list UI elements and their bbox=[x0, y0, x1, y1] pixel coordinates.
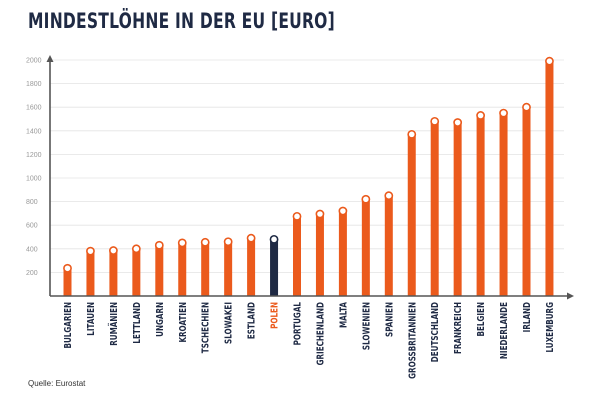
x-tick-label: SLOWAKEI bbox=[224, 302, 235, 344]
y-tick-label: 1600 bbox=[26, 105, 42, 112]
bar bbox=[293, 216, 301, 296]
bar-marker bbox=[246, 233, 256, 243]
bar-marker bbox=[499, 108, 508, 118]
bar bbox=[407, 134, 416, 296]
bar-marker bbox=[154, 240, 164, 250]
bar-marker bbox=[131, 244, 141, 254]
x-tick-label: KROATIEN bbox=[178, 302, 189, 343]
bar-marker bbox=[407, 129, 417, 139]
x-axis-labels: BULGARIEN LITAUEN RUMÄNIEN LETTLAND UNGARN KR… bbox=[63, 302, 556, 379]
bar-marker bbox=[315, 209, 325, 219]
x-tick-label: POLEN bbox=[270, 302, 281, 329]
x-tick-label: IRLAND bbox=[522, 302, 533, 332]
x-tick-label: ESTLAND bbox=[247, 302, 258, 339]
bar bbox=[270, 239, 279, 296]
x-tick-label: LITAUEN bbox=[86, 302, 97, 336]
x-tick-label: PORTUGAL bbox=[292, 302, 303, 346]
y-tick-label: 1200 bbox=[26, 152, 42, 159]
axes bbox=[46, 55, 574, 300]
bar bbox=[430, 121, 439, 296]
x-tick-label: GROSSBRITANNIEN bbox=[407, 302, 418, 379]
bar-marker bbox=[453, 118, 463, 127]
x-tick-label: LETTLAND bbox=[132, 302, 143, 344]
bar bbox=[499, 113, 508, 296]
bar bbox=[338, 211, 347, 296]
y-tick-label: 600 bbox=[26, 223, 38, 230]
x-tick-label: UNGARN bbox=[155, 302, 166, 337]
bar-marker bbox=[223, 237, 233, 247]
bar-marker bbox=[292, 211, 302, 221]
y-tick-label: 2000 bbox=[26, 58, 42, 65]
bar-marker bbox=[109, 246, 118, 255]
bar bbox=[201, 242, 210, 296]
y-tick-label: 400 bbox=[26, 246, 38, 253]
x-tick-label: RUMÄNIEN bbox=[108, 302, 121, 346]
bar-marker bbox=[522, 102, 531, 112]
bar-marker bbox=[430, 116, 440, 126]
bar-marker bbox=[545, 56, 554, 66]
y-axis-ticks: 200 400 600 800 1000 1200 1400 1600 1800 2000 bbox=[26, 58, 42, 277]
y-tick-label: 1000 bbox=[26, 176, 42, 183]
grid-lines bbox=[50, 59, 564, 273]
bar-marker bbox=[269, 234, 279, 244]
chart-title: MINDESTLÖHNE IN DER EU [EURO] bbox=[28, 9, 335, 33]
bar bbox=[545, 61, 554, 297]
bar bbox=[224, 241, 233, 296]
y-tick-label: 1400 bbox=[26, 128, 42, 135]
bars bbox=[63, 56, 554, 297]
x-axis-arrow bbox=[567, 292, 574, 300]
x-tick-label: MALTA bbox=[338, 302, 349, 328]
y-tick-label: 800 bbox=[26, 199, 38, 206]
bar-marker bbox=[384, 191, 394, 201]
x-tick-label: SPANIEN bbox=[384, 302, 395, 337]
bar bbox=[247, 238, 256, 296]
x-tick-label: SLOWENIEN bbox=[361, 302, 372, 350]
bar-marker bbox=[476, 111, 485, 120]
bar-marker bbox=[63, 263, 72, 273]
x-tick-label: FRANKREICH bbox=[453, 302, 464, 354]
x-tick-label: BELGIEN bbox=[476, 302, 487, 336]
bar bbox=[361, 199, 370, 296]
bar bbox=[453, 122, 462, 296]
x-tick-label: TSCHECHIEN bbox=[201, 302, 212, 353]
x-tick-label: DEUTSCHLAND bbox=[430, 302, 441, 362]
y-axis-arrow bbox=[46, 55, 54, 62]
bar bbox=[522, 107, 531, 296]
bar bbox=[63, 268, 72, 296]
bar bbox=[384, 195, 393, 296]
y-tick-label: 1800 bbox=[26, 81, 42, 88]
bar-marker bbox=[361, 194, 371, 204]
bar bbox=[315, 213, 324, 296]
bar-marker bbox=[177, 238, 187, 248]
bar-marker bbox=[200, 237, 210, 247]
x-tick-label: BULGARIEN bbox=[63, 302, 74, 349]
bar bbox=[178, 242, 187, 296]
x-tick-label: LUXEMBURG bbox=[545, 302, 556, 353]
bar bbox=[86, 251, 95, 296]
bar-marker bbox=[338, 206, 348, 216]
bar bbox=[476, 115, 485, 297]
bar bbox=[132, 248, 141, 296]
bar bbox=[155, 245, 164, 296]
y-tick-label: 200 bbox=[26, 270, 38, 277]
bar bbox=[109, 250, 118, 296]
source-note: Quelle: Eurostat bbox=[28, 379, 86, 388]
x-tick-label: NIEDERLANDE bbox=[499, 302, 510, 359]
x-tick-label: GRIECHENLAND bbox=[315, 302, 326, 365]
bar-marker bbox=[86, 246, 95, 256]
